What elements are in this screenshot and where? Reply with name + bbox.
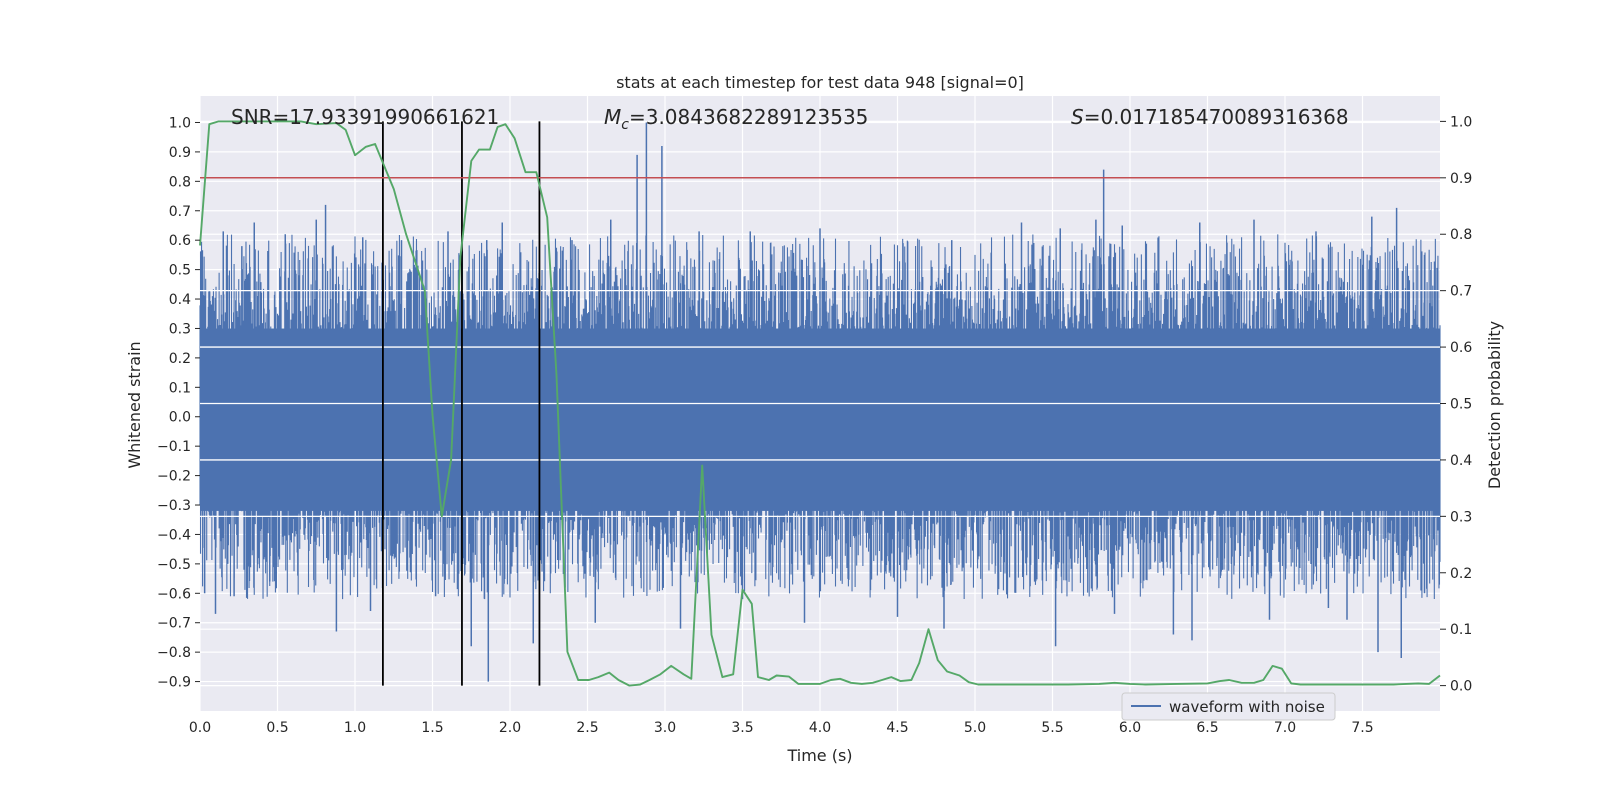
- y-tick-label: 0.4: [169, 292, 191, 308]
- y-tick-label: 0.7: [169, 204, 191, 220]
- y2-tick-label: 0.5: [1450, 397, 1472, 413]
- x-tick-label: 7.5: [1351, 720, 1373, 736]
- legend-label: waveform with noise: [1169, 698, 1325, 716]
- x-tick-label: 4.5: [886, 720, 908, 736]
- x-tick-label: 2.0: [499, 720, 521, 736]
- x-tick-label: 0.5: [266, 720, 288, 736]
- y-tick-label: −0.6: [157, 586, 191, 602]
- y-tick-label: −0.9: [157, 675, 191, 691]
- x-tick-label: 3.0: [654, 720, 676, 736]
- legend: waveform with noise: [1121, 692, 1336, 721]
- y-tick-label: 0.5: [169, 263, 191, 279]
- mc-annotation: Mc=3.0843682289123535: [604, 105, 868, 133]
- x-tick-label: 0.0: [189, 720, 211, 736]
- mc-symbol: M: [604, 105, 621, 129]
- x-tick-label: 5.0: [964, 720, 986, 736]
- y-tick-label: −0.5: [157, 557, 191, 573]
- y2-tick-label: 0.2: [1450, 566, 1472, 582]
- x-tick-label: 2.5: [576, 720, 598, 736]
- y-tick-label: 0.2: [169, 351, 191, 367]
- y2-tick-label: 0.4: [1450, 453, 1472, 469]
- x-axis-label: Time (s): [786, 746, 852, 765]
- y-tick-label: −0.1: [157, 439, 191, 455]
- x-ticks: 0.0 0.5 1.0 1.5 2.0 2.5 3.0 3.5 4.0 4.5 5.0 5.5 6.0 6…: [189, 720, 1374, 736]
- s-value: =0.01718547008931636​8: [1084, 105, 1349, 129]
- y-tick-label: −0.8: [157, 645, 191, 661]
- y-tick-label: 0.6: [169, 233, 191, 249]
- y2-tick-label: 0.9: [1450, 171, 1472, 187]
- x-tick-label: 6.0: [1119, 720, 1141, 736]
- y2-tick-label: 0.0: [1450, 679, 1472, 695]
- chart-title: stats at each timestep for test data 948…: [616, 73, 1024, 92]
- y2-tick-label: 0.3: [1450, 509, 1472, 525]
- x-tick-label: 4.0: [809, 720, 831, 736]
- y-tick-label: −0.3: [157, 498, 191, 514]
- waveform-series: [199, 122, 1441, 682]
- y-tick-label: 0.8: [169, 174, 191, 190]
- x-tick-label: 7.0: [1274, 720, 1296, 736]
- probability-line: [199, 120, 1441, 687]
- y2-tick-label: 0.1: [1450, 622, 1472, 638]
- mc-subscript: c: [621, 117, 629, 133]
- x-tick-label: 3.5: [731, 720, 753, 736]
- y-tick-label: −0.4: [157, 527, 191, 543]
- y-tick-label: −0.2: [157, 469, 191, 485]
- y-tick-label: −0.7: [157, 616, 191, 632]
- y2-tick-label: 1.0: [1450, 114, 1472, 130]
- s-symbol: S: [1071, 105, 1084, 129]
- vertical-markers: [381, 121, 541, 686]
- y-axis-label: Whitened strain: [125, 341, 144, 468]
- y-tick-label: 0.0: [169, 410, 191, 426]
- y2-tick-label: 0.7: [1450, 284, 1472, 300]
- y2-ticks: 1.0 0.9 0.8 0.7 0.6 0.5 0.4 0.3 0.2 0.1 0.0: [1440, 114, 1472, 695]
- y2-axis-label: Detection probability: [1485, 321, 1504, 489]
- x-tick-label: 6.5: [1196, 720, 1218, 736]
- y-ticks: 1.0 0.9 0.8 0.7 0.6 0.5 0.4 0.3 0.2 0.1 0.0 −0.1 −0.…: [157, 115, 200, 691]
- y2-tick-label: 0.6: [1450, 340, 1472, 356]
- snr-annotation: SNR=17.93391990661621: [231, 105, 499, 129]
- mc-value: =3.0843682289123535: [629, 105, 868, 129]
- y2-tick-label: 0.8: [1450, 227, 1472, 243]
- x-tick-label: 1.0: [344, 720, 366, 736]
- y-tick-label: 0.3: [169, 321, 191, 337]
- y-tick-label: 0.9: [169, 145, 191, 161]
- s-annotation: S=0.01718547008931636​8: [1071, 105, 1349, 129]
- y-tick-label: 0.1: [169, 380, 191, 396]
- y-tick-label: 1.0: [169, 115, 191, 131]
- probability-series: [199, 120, 1441, 687]
- legend-box: [1121, 692, 1336, 721]
- x-tick-label: 5.5: [1041, 720, 1063, 736]
- x-tick-label: 1.5: [421, 720, 443, 736]
